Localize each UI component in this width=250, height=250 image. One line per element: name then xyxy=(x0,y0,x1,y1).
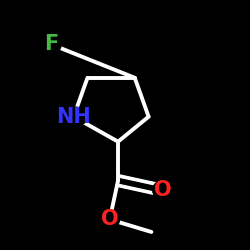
Ellipse shape xyxy=(42,35,61,54)
Text: F: F xyxy=(44,34,59,54)
Ellipse shape xyxy=(153,180,172,200)
Ellipse shape xyxy=(100,210,119,229)
Text: O: O xyxy=(101,210,118,230)
Text: O: O xyxy=(154,180,171,200)
Text: NH: NH xyxy=(56,107,91,127)
Ellipse shape xyxy=(60,107,88,126)
